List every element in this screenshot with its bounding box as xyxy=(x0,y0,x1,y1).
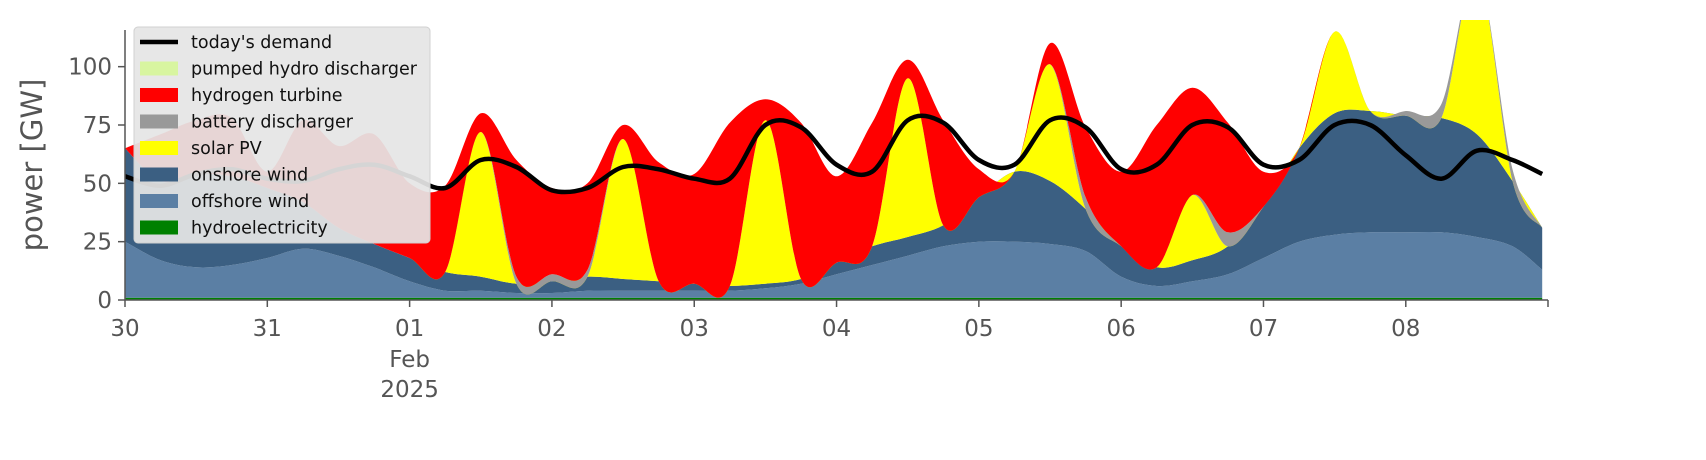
y-tick-label: 75 xyxy=(83,113,112,139)
legend-box xyxy=(133,26,431,244)
legend-label-onshore-wind: onshore wind xyxy=(191,166,308,186)
x-tick-label: 30 xyxy=(110,316,139,342)
area-offshore-wind xyxy=(125,231,1543,298)
legend-swatch-onshore-wind xyxy=(140,167,178,182)
y-tick-label: 100 xyxy=(68,55,112,81)
legend-swatch-hydrogen-turbine xyxy=(140,88,178,102)
legend-swatch-offshore-wind xyxy=(140,194,178,208)
x-tick-label: 08 xyxy=(1391,316,1420,342)
area-onshore-wind xyxy=(125,109,1543,294)
legend-label-offshore-wind: offshore wind xyxy=(191,192,309,212)
legend-swatch-hydroelectricity xyxy=(140,220,178,235)
x-tick-label: 03 xyxy=(680,316,709,342)
x-tick-sublabel: Feb xyxy=(389,347,430,373)
y-tick-label: 25 xyxy=(83,230,112,256)
x-tick-label: 05 xyxy=(964,316,993,342)
legend-swatch-pumped-hydro-discharger xyxy=(140,61,178,76)
area-solar-pv xyxy=(125,20,1543,298)
x-tick-sublabel: 2025 xyxy=(380,377,439,403)
legend-swatch-battery-discharger xyxy=(140,114,178,129)
legend-label-pumped-hydro-discharger: pumped hydro discharger xyxy=(191,60,418,80)
y-tick-label: 0 xyxy=(97,288,112,314)
legend-label-today-s-demand: today's demand xyxy=(191,33,332,53)
x-tick-label: 02 xyxy=(537,316,566,342)
legend-label-hydroelectricity: hydroelectricity xyxy=(191,219,328,239)
x-tick-label: 04 xyxy=(822,316,851,342)
x-tick-label: 06 xyxy=(1107,316,1136,342)
legend-label-battery-discharger: battery discharger xyxy=(191,113,354,133)
legend-label-hydrogen-turbine: hydrogen turbine xyxy=(191,86,343,106)
area-hydrogen-turbine xyxy=(125,20,1543,298)
axes: 0 25 50 75 100 30 31 01 Feb 2025 02 03 04 05 06 07 08 xyxy=(68,30,1549,403)
x-tick-label: 31 xyxy=(253,316,282,342)
y-tick-label: 50 xyxy=(83,171,112,197)
legend-swatch-solar-pv xyxy=(140,141,178,155)
legend-label-solar-pv: solar PV xyxy=(191,139,262,159)
legend: today's demand pumped hydro discharger hyd… xyxy=(133,26,431,244)
x-tick-label: 07 xyxy=(1249,316,1278,342)
x-tick-label: 01 xyxy=(395,316,424,342)
y-axis-label: power [GW] xyxy=(15,79,49,252)
